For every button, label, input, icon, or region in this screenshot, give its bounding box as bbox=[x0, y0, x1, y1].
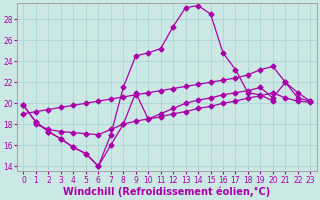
X-axis label: Windchill (Refroidissement éolien,°C): Windchill (Refroidissement éolien,°C) bbox=[63, 186, 270, 197]
